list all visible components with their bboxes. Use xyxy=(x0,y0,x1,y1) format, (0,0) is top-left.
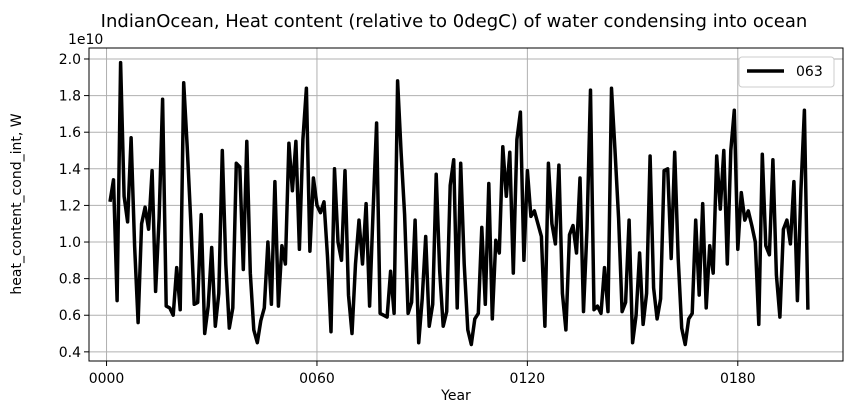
x-axis-label: Year xyxy=(440,388,471,404)
y-tick-label: 1.2 xyxy=(59,198,81,214)
series-layer xyxy=(108,60,810,347)
y-tick-label: 1.0 xyxy=(59,235,81,251)
y-tick-label: 0.6 xyxy=(59,308,81,324)
y-axis-label: heat_content_cond_int, W xyxy=(9,113,25,294)
ticks: 0000 0060 0120 0180 0.4 0.6 0.8 1.0 1.2 1.4 1.6 1.8… xyxy=(59,52,756,387)
y-tick-label: 1.4 xyxy=(59,162,81,178)
y-tick-label: 0.4 xyxy=(59,345,81,361)
legend-label-063: 063 xyxy=(796,64,823,80)
x-tick-label: 0000 xyxy=(89,371,125,387)
x-tick-label: 0060 xyxy=(299,371,335,387)
y-tick-label: 2.0 xyxy=(59,52,81,68)
plot-frame xyxy=(88,47,844,362)
x-tick-label: 0120 xyxy=(510,371,546,387)
y-tick-label: 1.8 xyxy=(59,89,81,105)
legend-box xyxy=(738,56,835,88)
legend: 063 xyxy=(738,56,835,88)
y-tick-label: 0.8 xyxy=(59,272,81,288)
x-tick-label: 0180 xyxy=(720,371,756,387)
y-offset-label: 1e10 xyxy=(68,32,103,48)
y-tick-label: 1.6 xyxy=(59,125,81,141)
chart-title: IndianOcean, Heat content (relative to 0… xyxy=(101,11,808,32)
series-line-063 xyxy=(108,60,810,347)
